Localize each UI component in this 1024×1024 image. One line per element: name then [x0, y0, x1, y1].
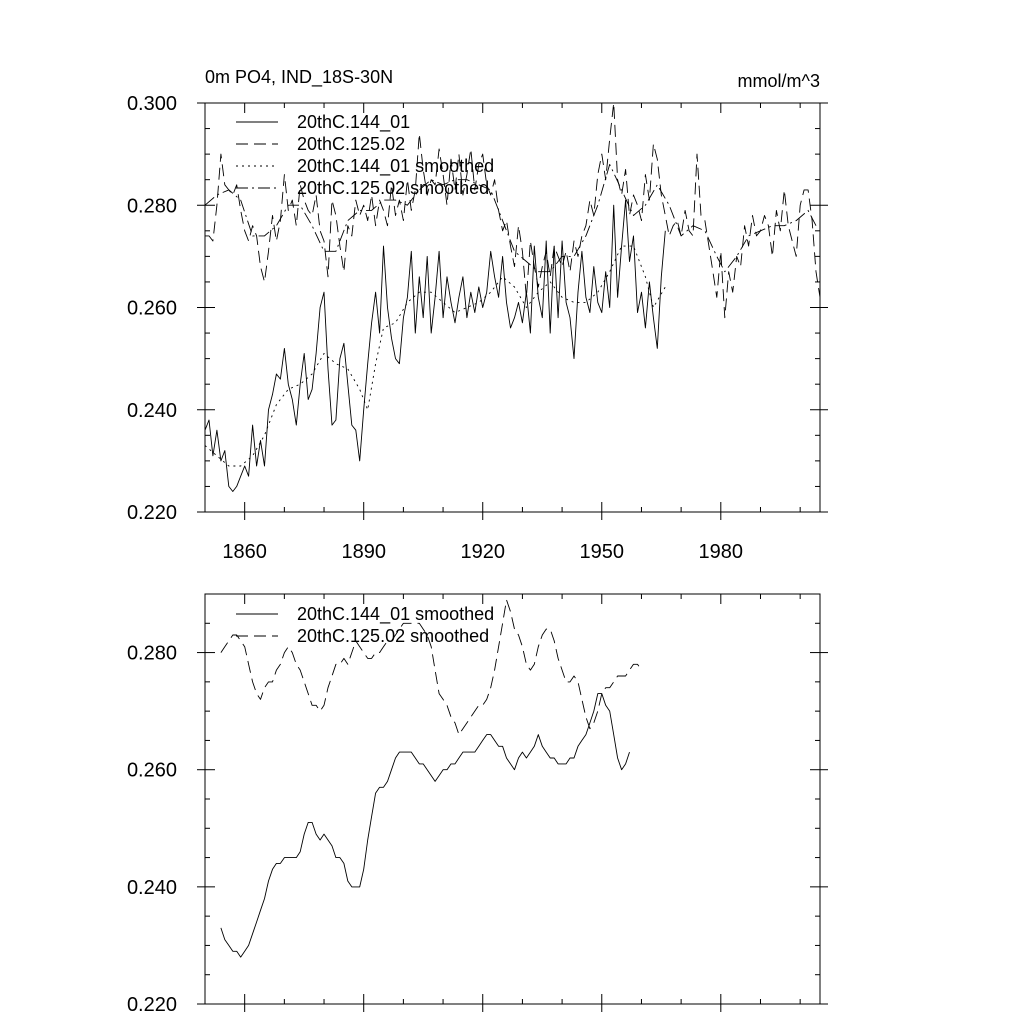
- legend-label-3: 20thC.144_01 smoothed: [297, 156, 494, 177]
- y-tick-label: 0.280: [127, 643, 177, 665]
- legend-label-1: 20thC.144_01 smoothed: [297, 604, 494, 625]
- series-line-3: [204, 245, 666, 467]
- units-label: mmol/m^3: [738, 71, 820, 91]
- y-tick-label: 0.260: [127, 760, 177, 782]
- legend-label-2: 20thC.125.02: [297, 134, 405, 154]
- axes: 1860 1890 1920 1950 1980 0.220 0.240 0.260 0.280…: [127, 93, 828, 563]
- y-tick-label: 0.260: [127, 298, 177, 320]
- series-group: [220, 599, 642, 958]
- chart-title: 0m PO4, IND_18S-30N: [205, 67, 393, 88]
- y-tick-label: 0.220: [127, 502, 177, 524]
- x-tick-label: 1890: [341, 541, 386, 563]
- x-tick-label: 1920: [460, 541, 505, 563]
- legend-label-2: 20thC.125.02 smoothed: [297, 626, 489, 646]
- axes: 0.220 0.240 0.260 0.280: [127, 593, 828, 1016]
- x-tick-label: 1980: [699, 541, 744, 563]
- series-line-1: [204, 199, 666, 492]
- legend-label-4: 20thC.125.02 smoothed: [297, 178, 489, 198]
- y-tick-label: 0.280: [127, 195, 177, 217]
- series-group: [204, 102, 821, 492]
- x-tick-label: 1860: [222, 541, 267, 563]
- x-tick-label: 1950: [580, 541, 625, 563]
- y-tick-label: 0.240: [127, 400, 177, 422]
- series-line-4: [204, 163, 817, 273]
- top-panel: 0m PO4, IND_18S-30N mmol/m^3 1860 1890 192…: [127, 67, 828, 563]
- bottom-panel: 0.220 0.240 0.260 0.280 20thC.144_01 smooth…: [127, 593, 828, 1016]
- y-tick-label: 0.220: [127, 994, 177, 1016]
- y-tick-label: 0.240: [127, 877, 177, 899]
- legend-label-1: 20thC.144_01: [297, 112, 410, 133]
- series-line-1: [220, 693, 630, 958]
- plot-frame: [204, 593, 821, 1005]
- y-tick-label: 0.300: [127, 93, 177, 115]
- series-line-2: [205, 102, 821, 319]
- series-line-2: [220, 599, 642, 736]
